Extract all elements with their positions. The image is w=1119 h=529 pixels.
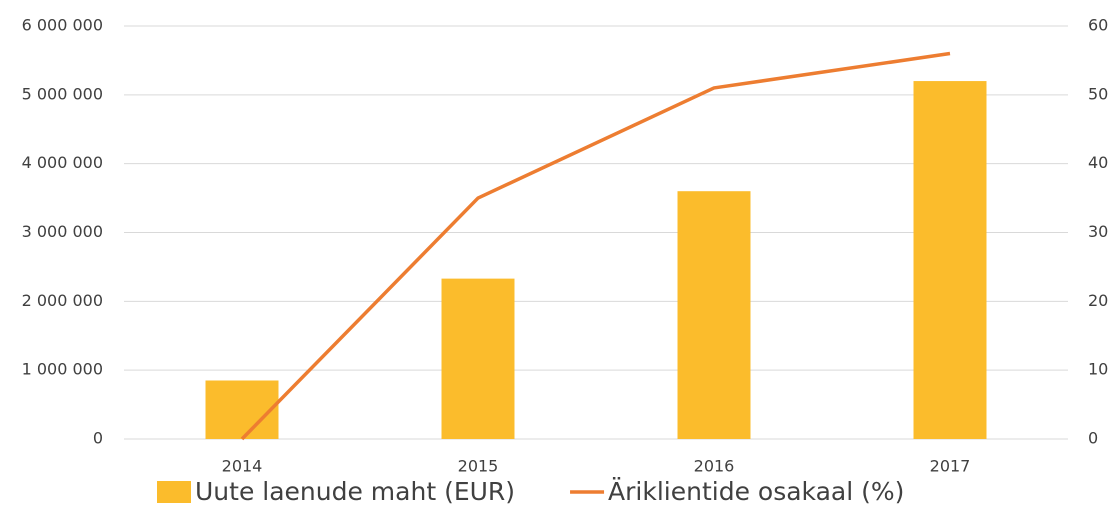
x-tick-label: 2014	[222, 457, 263, 476]
y-tick-label: 0	[93, 429, 103, 448]
y-tick-label: 3 000 000	[22, 222, 103, 241]
y2-tick-label: 40	[1088, 153, 1108, 172]
y2-tick-label: 0	[1088, 429, 1098, 448]
bar	[441, 278, 515, 439]
x-tick-label: 2016	[694, 457, 735, 476]
legend-swatch	[157, 481, 191, 503]
y2-tick-label: 20	[1088, 291, 1108, 310]
y-tick-label: 2 000 000	[22, 291, 103, 310]
y-tick-label: 1 000 000	[22, 360, 103, 379]
line	[240, 51, 951, 441]
y2-tick-label: 50	[1088, 84, 1108, 103]
legend-label: Äriklientide osakaal (%)	[608, 477, 904, 506]
y-tick-label: 4 000 000	[22, 153, 103, 172]
y-tick-label: 5 000 000	[22, 84, 103, 103]
y2-tick-label: 60	[1088, 16, 1108, 35]
bar	[205, 380, 279, 439]
x-tick-label: 2015	[458, 457, 499, 476]
y-tick-label: 6 000 000	[22, 16, 103, 35]
bar	[913, 81, 987, 440]
bar	[677, 191, 751, 439]
y2-tick-label: 30	[1088, 222, 1108, 241]
y2-tick-label: 10	[1088, 360, 1108, 379]
legend-label: Uute laenude maht (EUR)	[195, 477, 515, 506]
x-tick-label: 2017	[930, 457, 971, 476]
